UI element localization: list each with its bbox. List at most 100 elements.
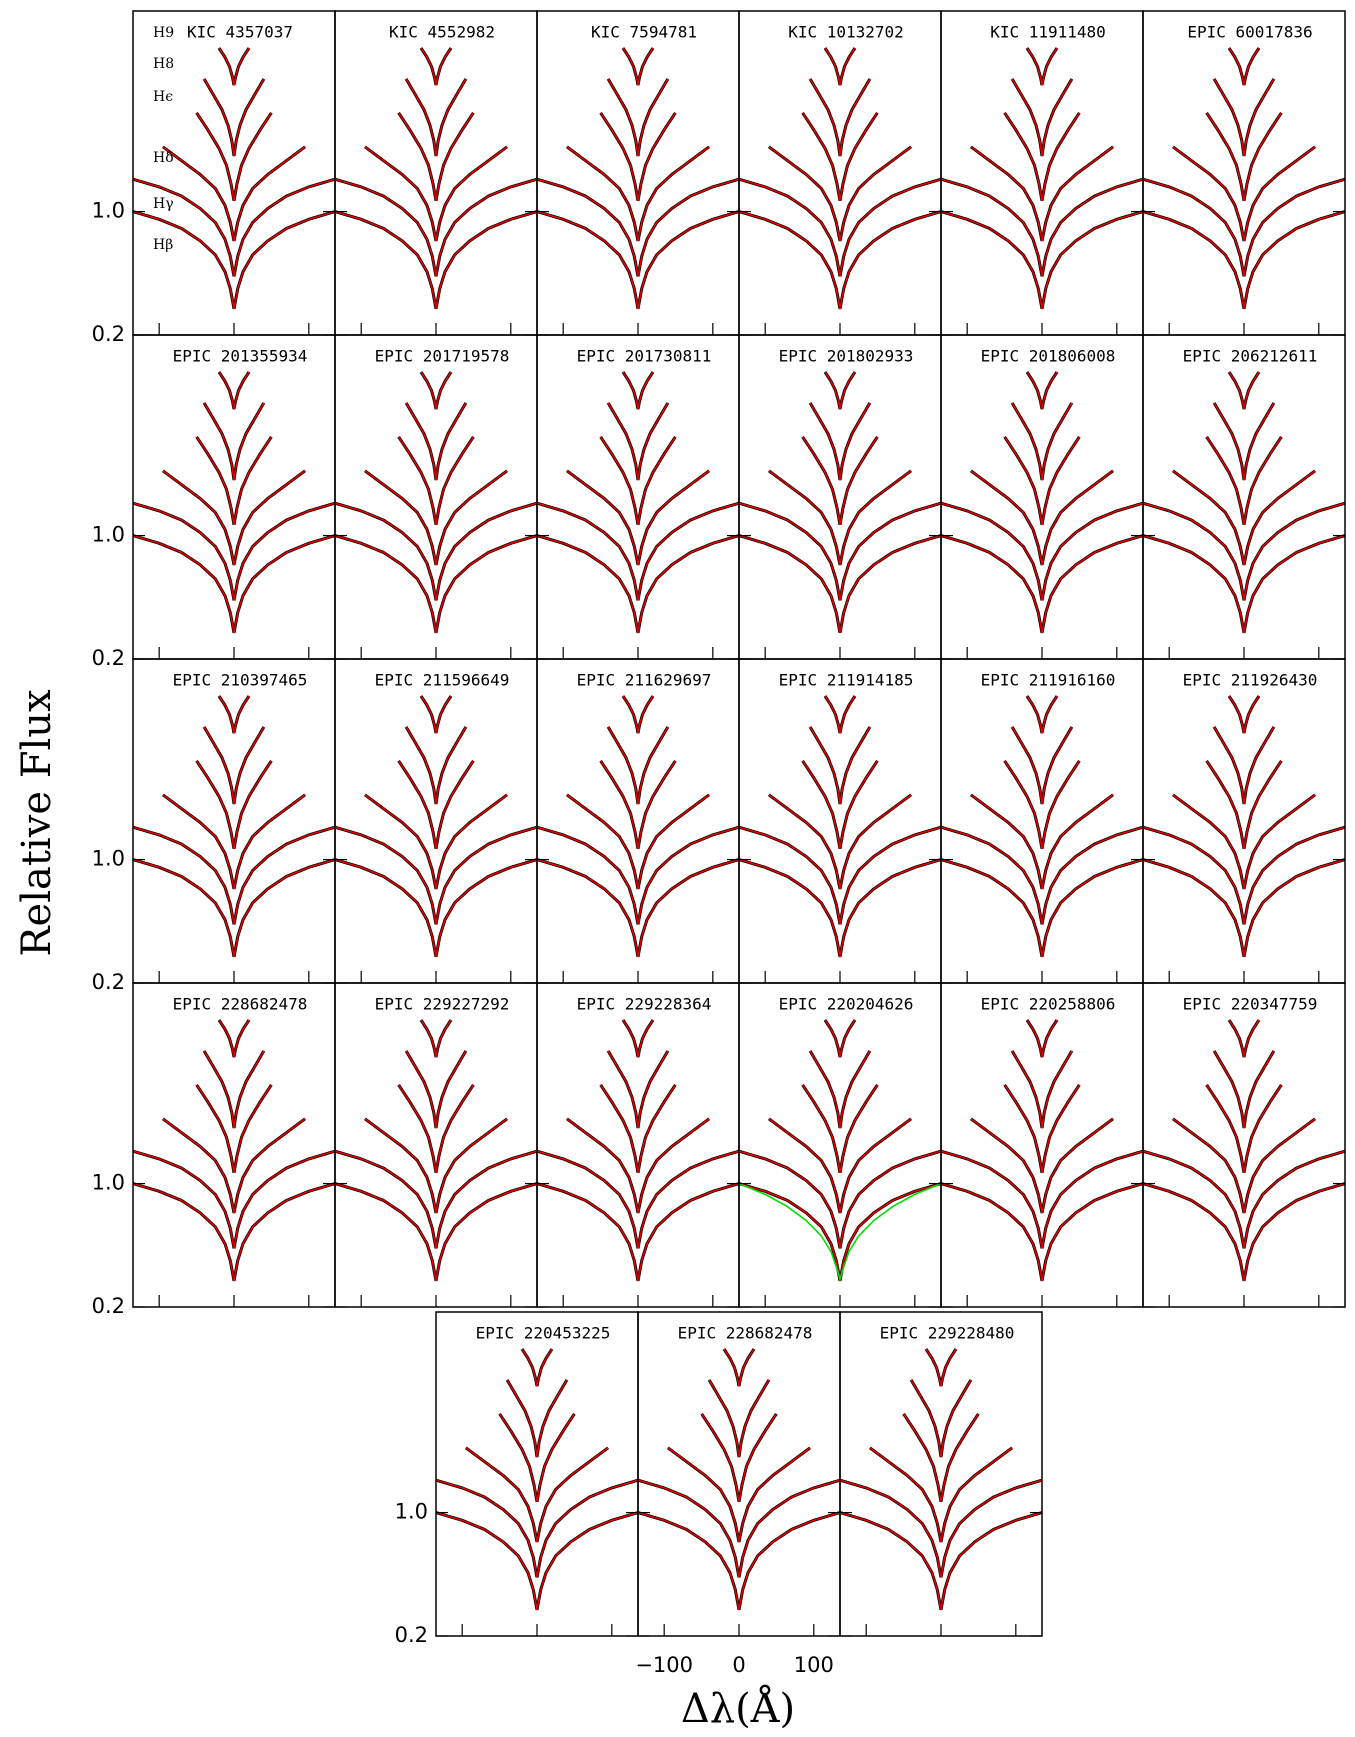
panel: EPIC 201802933 [738, 334, 942, 660]
model-fit [133, 210, 335, 309]
model-fit [537, 178, 739, 277]
model-fit [537, 1182, 739, 1281]
model-fit [218, 47, 250, 86]
model-fit [566, 146, 710, 242]
model-fit [335, 1182, 537, 1281]
observed-spectrum [1010, 78, 1074, 157]
model-fit [607, 78, 669, 157]
observed-spectrum [202, 1050, 266, 1129]
model-fit [133, 858, 335, 957]
observed-spectrum [397, 111, 475, 202]
model-fit [902, 1413, 980, 1502]
observed-spectrum [195, 111, 273, 202]
observed-spectrum [335, 210, 537, 310]
line-label: H8 [153, 56, 174, 72]
panel: EPIC 220258806 [940, 982, 1144, 1308]
panel-title: EPIC 211926430 [1183, 671, 1318, 690]
model-fit [638, 1511, 840, 1610]
model-fit [498, 1413, 576, 1502]
panel-frame [940, 334, 1144, 660]
observed-spectrum [397, 435, 475, 526]
model-fit [869, 1447, 1013, 1543]
plot-area [941, 371, 1143, 634]
model-fit [335, 502, 537, 601]
model-fit [335, 178, 537, 277]
panel-title: EPIC 210397465 [173, 671, 308, 690]
observed-spectrum [133, 1182, 335, 1282]
panel-title: KIC 4357037 [187, 23, 293, 42]
model-fit [420, 695, 452, 734]
plot-area [335, 695, 537, 958]
panel-frame [334, 10, 538, 336]
observed-spectrum [436, 1511, 638, 1611]
model-fit [506, 1379, 568, 1458]
panel-frame [637, 1311, 841, 1637]
observed-spectrum [801, 1083, 879, 1174]
model-fit [335, 1150, 537, 1249]
model-fit [824, 47, 856, 86]
observed-spectrum [808, 402, 872, 481]
model-fit [824, 1019, 856, 1058]
y-tick-label: 0.2 [92, 1294, 125, 1318]
panel: EPIC 201806008 [940, 334, 1144, 660]
panel-title: EPIC 220204626 [779, 995, 914, 1014]
model-fit [405, 78, 467, 157]
model-fit [622, 371, 654, 410]
model-fit [840, 1479, 1042, 1578]
observed-spectrum [133, 210, 335, 310]
model-fit [420, 47, 452, 86]
observed-spectrum [1003, 111, 1081, 202]
model-fit [840, 1511, 1042, 1610]
observed-spectrum [739, 210, 941, 310]
observed-spectrum [1205, 1083, 1283, 1174]
panel: EPIC 210397465 0.2 1.0 [92, 658, 336, 994]
model-fit [1143, 1182, 1345, 1281]
observed-spectrum [195, 759, 273, 850]
model-fit [925, 1348, 957, 1387]
observed-spectrum [404, 726, 468, 805]
plot-area [537, 695, 739, 958]
model-fit [667, 1447, 811, 1543]
model-fit [1026, 1019, 1058, 1058]
model-fit [521, 1348, 553, 1387]
model-fit [801, 112, 879, 201]
line-label: Hδ [153, 150, 174, 166]
model-fit [133, 502, 335, 601]
model-fit [768, 1118, 912, 1214]
plot-area [941, 1019, 1143, 1282]
model-fit [133, 178, 335, 277]
panel-title: EPIC 211914185 [779, 671, 914, 690]
y-tick-label: 1.0 [395, 1500, 428, 1524]
observed-spectrum [606, 1050, 670, 1129]
observed-spectrum [537, 210, 739, 310]
observed-spectrum [700, 1412, 778, 1503]
panel-title: KIC 7594781 [591, 23, 697, 42]
model-fit [638, 1479, 840, 1578]
observed-spectrum [397, 1083, 475, 1174]
panel-title: EPIC 228682478 [678, 1324, 813, 1343]
model-fit [203, 402, 265, 481]
plot-area [739, 695, 941, 958]
observed-spectrum [606, 78, 670, 157]
model-fit [195, 1084, 273, 1173]
model-fit [1003, 1084, 1081, 1173]
model-fit [133, 534, 335, 633]
observed-spectrum [1143, 1182, 1345, 1282]
plot-area [133, 695, 335, 958]
panel-title: EPIC 201719578 [375, 347, 510, 366]
panel-title: KIC 10132702 [788, 23, 904, 42]
model-fit [1172, 1118, 1316, 1214]
observed-spectrum [638, 1511, 840, 1611]
model-fit [1228, 695, 1260, 734]
x-axis-label: Δλ(Å) [681, 1685, 795, 1732]
model-fit [801, 1084, 879, 1173]
model-fit [397, 112, 475, 201]
model-fit [970, 146, 1114, 242]
model-fit [739, 534, 941, 633]
observed-spectrum [599, 435, 677, 526]
model-fit [537, 210, 739, 309]
plot-area [335, 1019, 537, 1282]
model-fit [397, 760, 475, 849]
plot-area [739, 1019, 941, 1282]
